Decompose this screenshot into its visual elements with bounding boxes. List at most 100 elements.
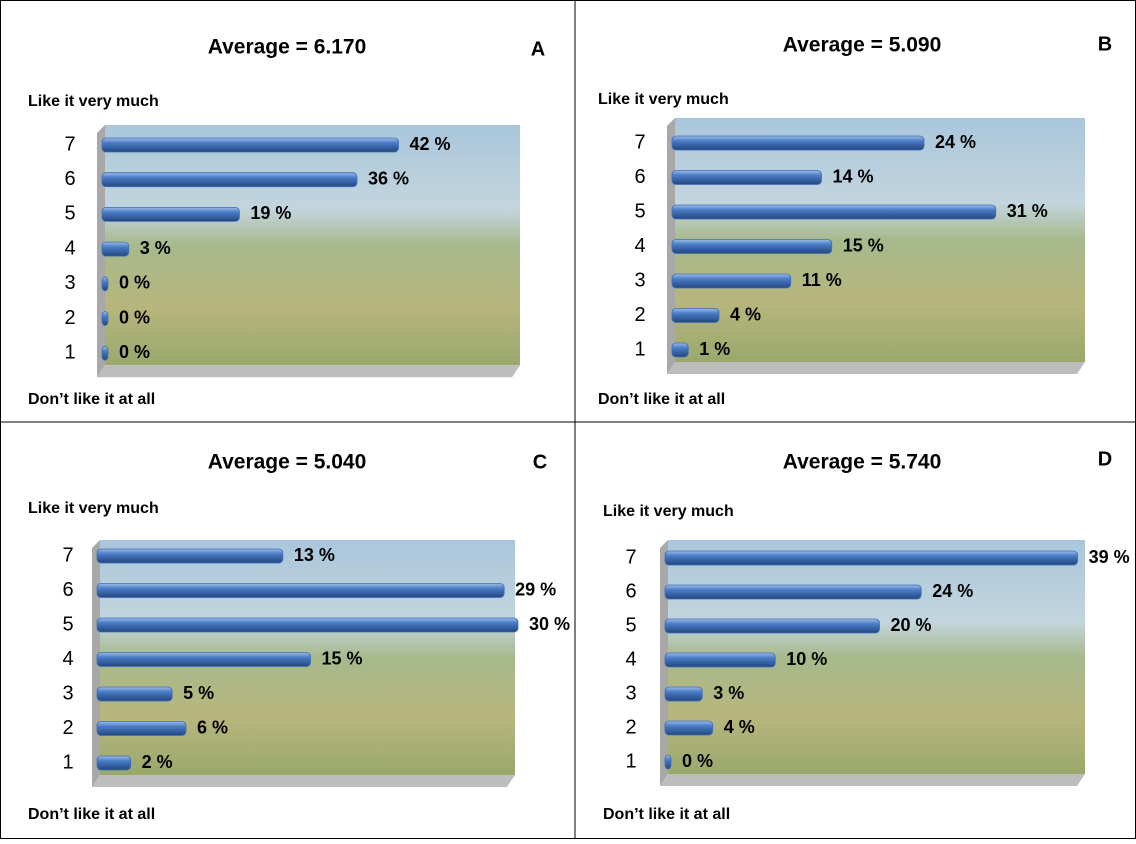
category-label: 1: [62, 751, 73, 773]
category-label: 7: [64, 133, 75, 155]
value-label: 30 %: [529, 614, 570, 634]
bar: [97, 756, 131, 770]
top-label: Like it very much: [603, 503, 734, 520]
category-label: 1: [634, 338, 645, 360]
value-label: 13 %: [294, 545, 335, 565]
category-label: 5: [625, 614, 636, 636]
value-label: 39 %: [1089, 547, 1130, 567]
bar: [102, 207, 239, 221]
chart-title: Average = 6.170: [208, 36, 367, 59]
category-label: 4: [634, 235, 645, 257]
value-label: 3 %: [713, 683, 744, 703]
bar: [102, 138, 399, 152]
chart-title: Average = 5.740: [783, 451, 942, 474]
plot-floor: [92, 775, 515, 787]
category-label: 6: [634, 166, 645, 188]
bar: [102, 173, 357, 187]
category-label: 5: [634, 200, 645, 222]
top-label: Like it very much: [598, 91, 729, 108]
bar: [665, 551, 1078, 565]
category-label: 2: [64, 307, 75, 329]
value-label: 15 %: [322, 648, 363, 668]
bar: [672, 309, 719, 323]
category-label: 4: [62, 648, 73, 670]
top-label: Like it very much: [28, 500, 159, 517]
chart-panel: Average = 5.090 B Like it very much Don’t l…: [598, 33, 1112, 408]
category-label: 6: [64, 168, 75, 190]
bar: [665, 687, 702, 701]
bar: [97, 722, 186, 736]
value-label: 6 %: [197, 717, 228, 737]
bar: [97, 687, 172, 701]
plot-floor: [97, 365, 520, 377]
value-label: 36 %: [368, 168, 409, 188]
bar: [672, 274, 791, 288]
plot-floor: [660, 774, 1085, 786]
category-label: 7: [625, 546, 636, 568]
bar: [665, 755, 671, 769]
top-label: Like it very much: [28, 93, 159, 110]
category-label: 6: [62, 579, 73, 601]
category-label: 4: [625, 648, 636, 670]
value-label: 24 %: [932, 581, 973, 601]
bar: [102, 312, 108, 326]
bar: [672, 343, 688, 357]
bar: [665, 619, 880, 633]
category-label: 2: [625, 716, 636, 738]
chart-grid: Average = 6.170 A Like it very much Don’t l…: [0, 0, 1136, 839]
value-label: 1 %: [699, 339, 730, 359]
category-label: 3: [64, 272, 75, 294]
value-label: 4 %: [730, 304, 761, 324]
bar: [665, 653, 775, 667]
bar: [672, 136, 924, 150]
value-label: 29 %: [515, 579, 556, 599]
category-label: 3: [62, 682, 73, 704]
value-label: 14 %: [833, 166, 874, 186]
chart-title: Average = 5.090: [783, 34, 942, 57]
value-label: 10 %: [786, 649, 827, 669]
category-label: 3: [634, 269, 645, 291]
category-label: 1: [625, 750, 636, 772]
category-label: 3: [625, 682, 636, 704]
bar: [102, 242, 129, 256]
panel-letter: A: [531, 38, 545, 60]
bar: [97, 653, 311, 667]
bar: [97, 549, 283, 563]
category-label: 2: [634, 304, 645, 326]
category-label: 2: [62, 717, 73, 739]
category-label: 5: [64, 203, 75, 225]
value-label: 5 %: [183, 683, 214, 703]
value-label: 4 %: [724, 717, 755, 737]
value-label: 0 %: [682, 751, 713, 771]
value-label: 0 %: [119, 273, 150, 293]
category-label: 5: [62, 613, 73, 635]
value-label: 15 %: [843, 235, 884, 255]
value-label: 20 %: [891, 615, 932, 635]
value-label: 24 %: [935, 132, 976, 152]
bar: [672, 171, 822, 185]
bar: [102, 346, 108, 360]
category-label: 7: [62, 544, 73, 566]
panel-letter: C: [533, 451, 547, 473]
panel-letter: B: [1098, 33, 1112, 55]
value-label: 31 %: [1007, 201, 1048, 221]
bar: [97, 618, 518, 632]
bottom-label: Don’t like it at all: [28, 806, 155, 823]
category-label: 1: [64, 341, 75, 363]
bar: [665, 721, 713, 735]
bar: [102, 277, 108, 291]
bar: [672, 205, 996, 219]
bar: [672, 240, 832, 254]
value-label: 42 %: [410, 134, 451, 154]
bottom-label: Don’t like it at all: [598, 391, 725, 408]
bar: [665, 585, 921, 599]
category-label: 7: [634, 131, 645, 153]
value-label: 19 %: [250, 203, 291, 223]
category-label: 6: [625, 580, 636, 602]
value-label: 0 %: [119, 307, 150, 327]
value-label: 0 %: [119, 342, 150, 362]
bottom-label: Don’t like it at all: [603, 806, 730, 823]
